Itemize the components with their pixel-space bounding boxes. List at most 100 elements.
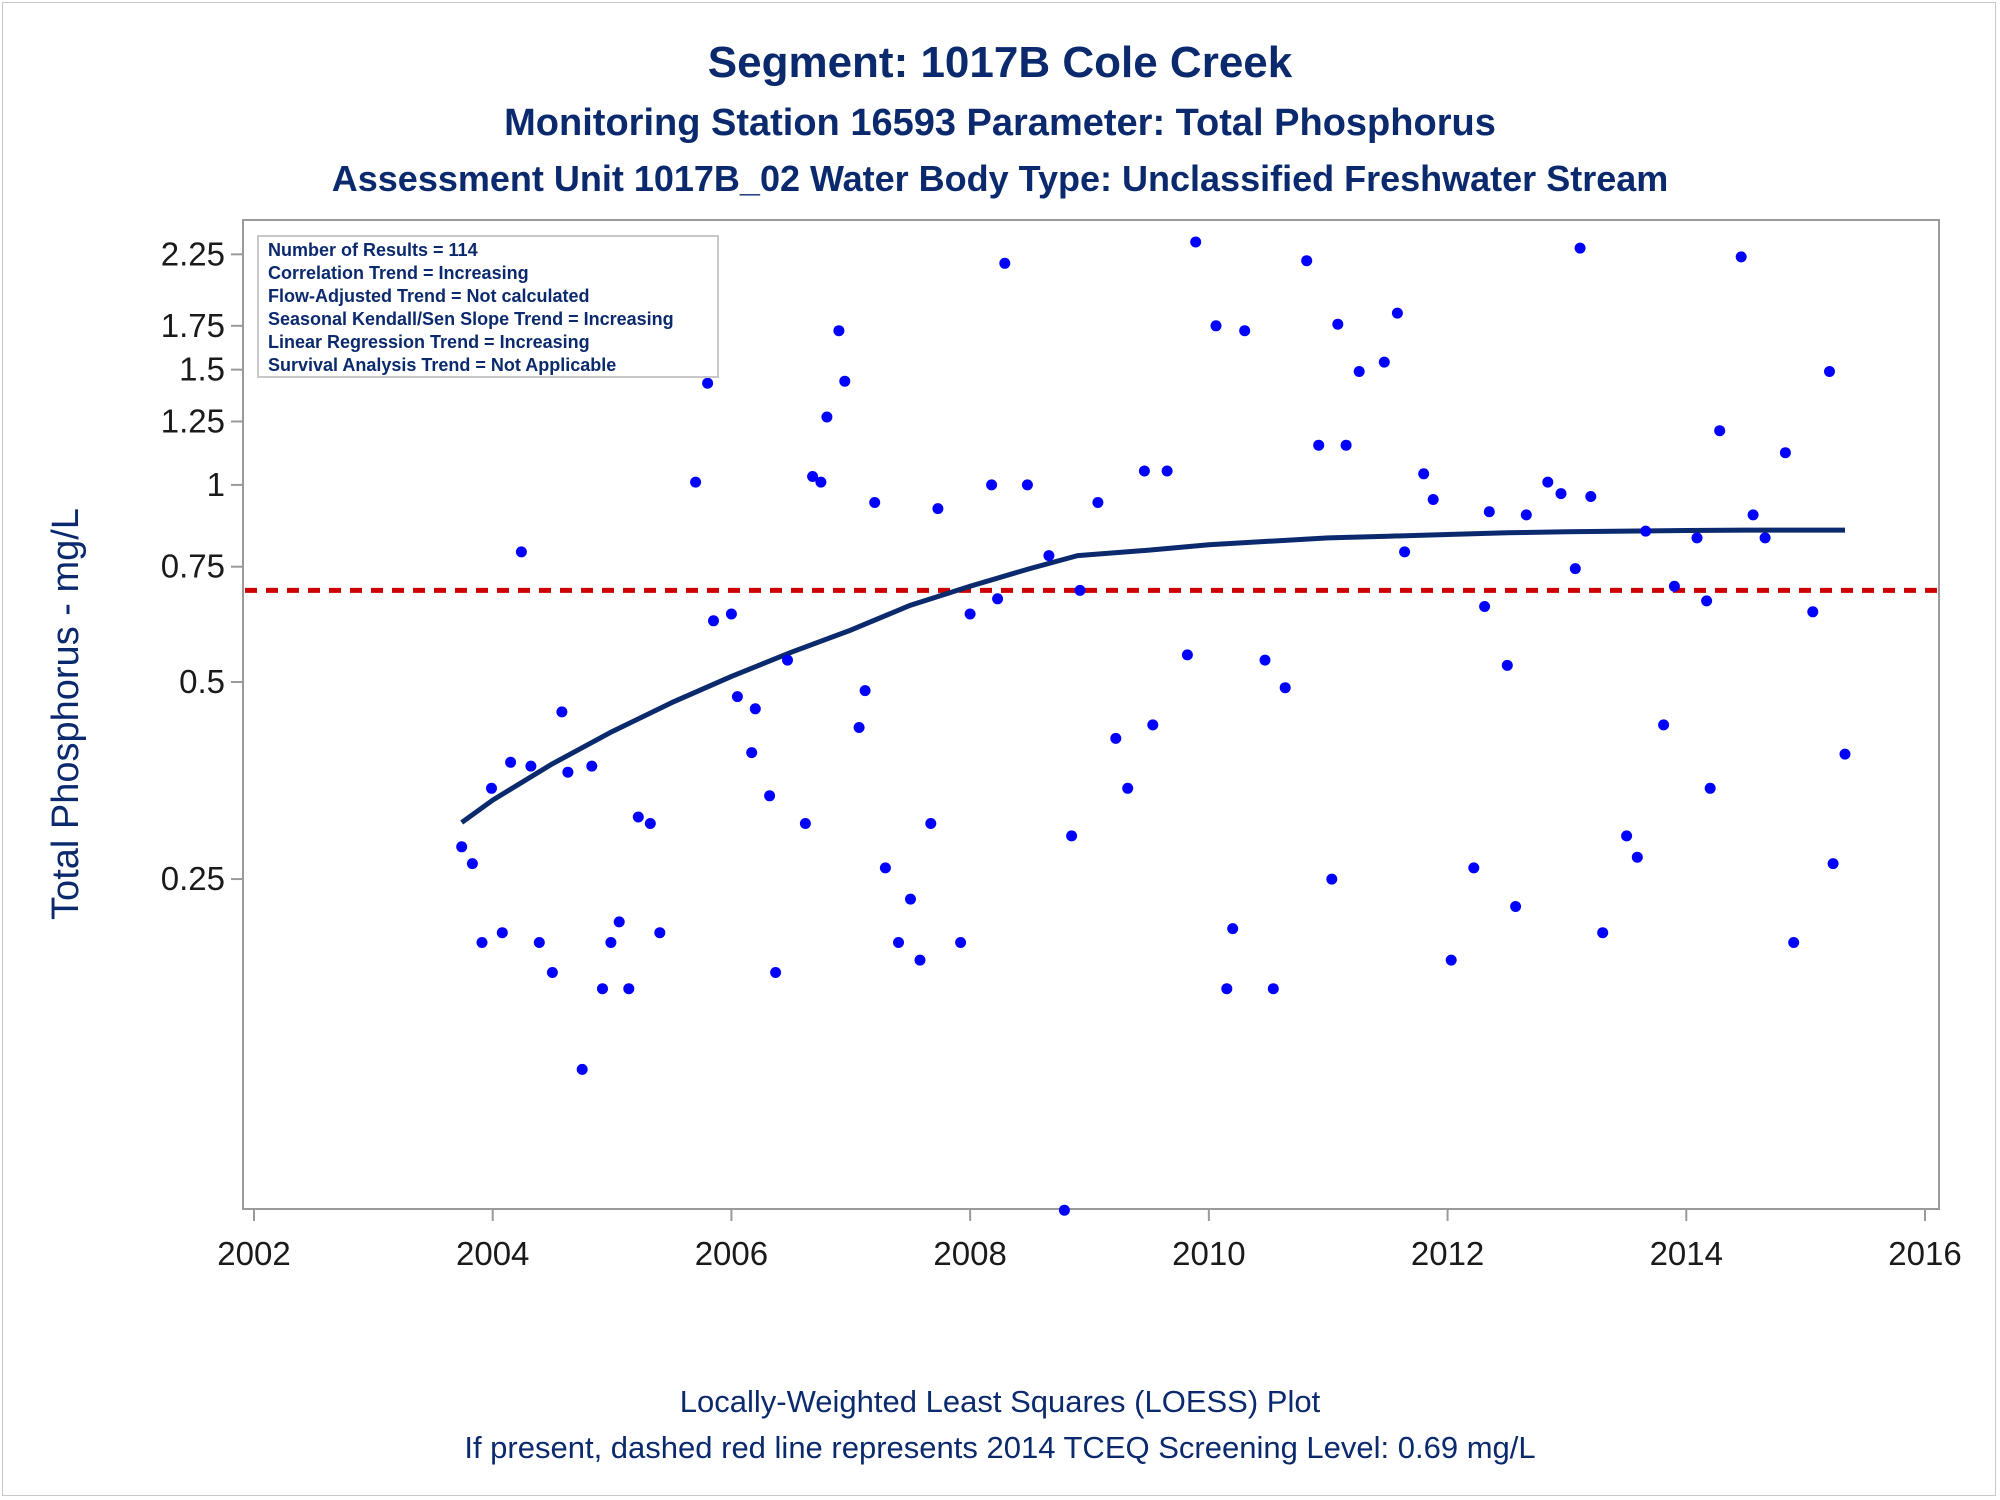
data-point xyxy=(764,790,776,802)
data-point xyxy=(1839,748,1851,760)
data-point xyxy=(496,927,508,939)
data-point xyxy=(1569,563,1581,575)
data-point xyxy=(1621,830,1633,842)
data-point xyxy=(869,497,881,508)
data-point xyxy=(1701,595,1713,607)
data-point xyxy=(1399,546,1411,558)
data-point xyxy=(932,503,944,515)
y-tick-label: 1 xyxy=(207,466,225,503)
data-point xyxy=(731,691,743,703)
data-point xyxy=(1691,532,1703,544)
data-point xyxy=(576,1063,588,1075)
data-point xyxy=(1735,251,1747,263)
data-point xyxy=(1418,468,1430,480)
data-point xyxy=(992,593,1004,605)
data-point xyxy=(654,927,666,939)
data-point xyxy=(1747,509,1759,521)
data-point xyxy=(1221,983,1233,995)
data-point xyxy=(690,476,702,488)
data-point xyxy=(1190,236,1202,248)
data-point xyxy=(1640,525,1652,537)
data-point xyxy=(1239,325,1251,337)
data-point xyxy=(1658,719,1670,731)
y-tick-label: 2.25 xyxy=(161,235,225,272)
data-point xyxy=(1043,550,1055,562)
y-tick-label: 0.5 xyxy=(179,663,225,700)
data-point xyxy=(486,782,497,794)
data-point xyxy=(1138,465,1150,477)
data-point xyxy=(1353,366,1365,377)
x-tick-label: 2006 xyxy=(695,1235,768,1272)
data-point xyxy=(893,937,904,948)
data-point xyxy=(1520,509,1532,521)
data-point xyxy=(586,760,598,772)
data-point xyxy=(964,608,976,620)
data-point xyxy=(1824,366,1835,377)
y-tick-label: 0.25 xyxy=(161,860,225,897)
data-point xyxy=(1479,601,1491,612)
data-point xyxy=(859,685,871,697)
data-point xyxy=(1122,782,1134,794)
x-tick-label: 2010 xyxy=(1172,1235,1245,1272)
data-point xyxy=(1445,954,1457,966)
data-point xyxy=(746,747,758,759)
stats-legend-box: Number of Results = 114 Correlation Tren… xyxy=(257,235,719,378)
data-point xyxy=(986,479,998,491)
data-point xyxy=(525,760,537,772)
data-point xyxy=(1326,873,1338,885)
data-point xyxy=(914,954,926,966)
stats-line: Linear Regression Trend = Increasing xyxy=(268,332,590,352)
data-point xyxy=(1378,356,1390,368)
data-point xyxy=(839,375,851,387)
data-point xyxy=(1267,983,1279,995)
data-point xyxy=(853,722,865,733)
data-point xyxy=(546,967,558,978)
x-tick-label: 2016 xyxy=(1888,1235,1961,1272)
data-point xyxy=(1092,497,1104,508)
data-point xyxy=(905,893,916,905)
data-point xyxy=(749,703,761,715)
data-point xyxy=(1555,488,1567,500)
data-point xyxy=(597,983,608,995)
data-point xyxy=(1279,682,1291,694)
data-point xyxy=(1827,858,1839,870)
data-point xyxy=(782,654,793,666)
data-point xyxy=(1210,320,1222,332)
stats-line: Flow-Adjusted Trend = Not calculated xyxy=(268,286,590,306)
data-point xyxy=(1510,901,1522,912)
data-point xyxy=(623,983,635,995)
data-point xyxy=(1501,659,1513,671)
data-point xyxy=(1468,862,1480,874)
chart-subtitle-assessment: Assessment Unit 1017B_02 Water Body Type… xyxy=(331,158,1669,199)
data-point xyxy=(955,937,967,948)
data-point xyxy=(770,967,782,978)
plot-area xyxy=(242,219,1940,1210)
data-point xyxy=(702,377,714,389)
data-point xyxy=(1779,447,1791,459)
stats-line: Seasonal Kendall/Sen Slope Trend = Incre… xyxy=(268,309,674,329)
x-tick-label: 2014 xyxy=(1650,1235,1723,1272)
data-point xyxy=(725,608,737,620)
data-point xyxy=(1332,318,1344,330)
y-axis-label: Total Phosphorus - mg/L xyxy=(45,508,87,920)
data-point xyxy=(879,862,891,874)
data-point xyxy=(466,858,478,870)
data-point xyxy=(515,546,527,558)
data-point xyxy=(1668,580,1680,592)
data-point xyxy=(1788,937,1800,948)
data-point xyxy=(1631,851,1643,863)
x-tick-label: 2012 xyxy=(1411,1235,1484,1272)
data-point xyxy=(1161,465,1173,477)
data-point xyxy=(708,615,719,627)
data-point xyxy=(1021,479,1033,491)
chart-title: Segment: 1017B Cole Creek xyxy=(707,38,1293,87)
data-point xyxy=(533,937,545,948)
data-point xyxy=(999,257,1011,269)
x-axis: 2002 2004 2006 2008 2010 2012 2014 2016 xyxy=(217,1209,1962,1272)
data-point xyxy=(1259,654,1271,666)
stats-line: Survival Analysis Trend = Not Applicable xyxy=(268,355,616,375)
data-point xyxy=(1340,439,1352,451)
y-tick-label: 1.75 xyxy=(161,307,225,344)
